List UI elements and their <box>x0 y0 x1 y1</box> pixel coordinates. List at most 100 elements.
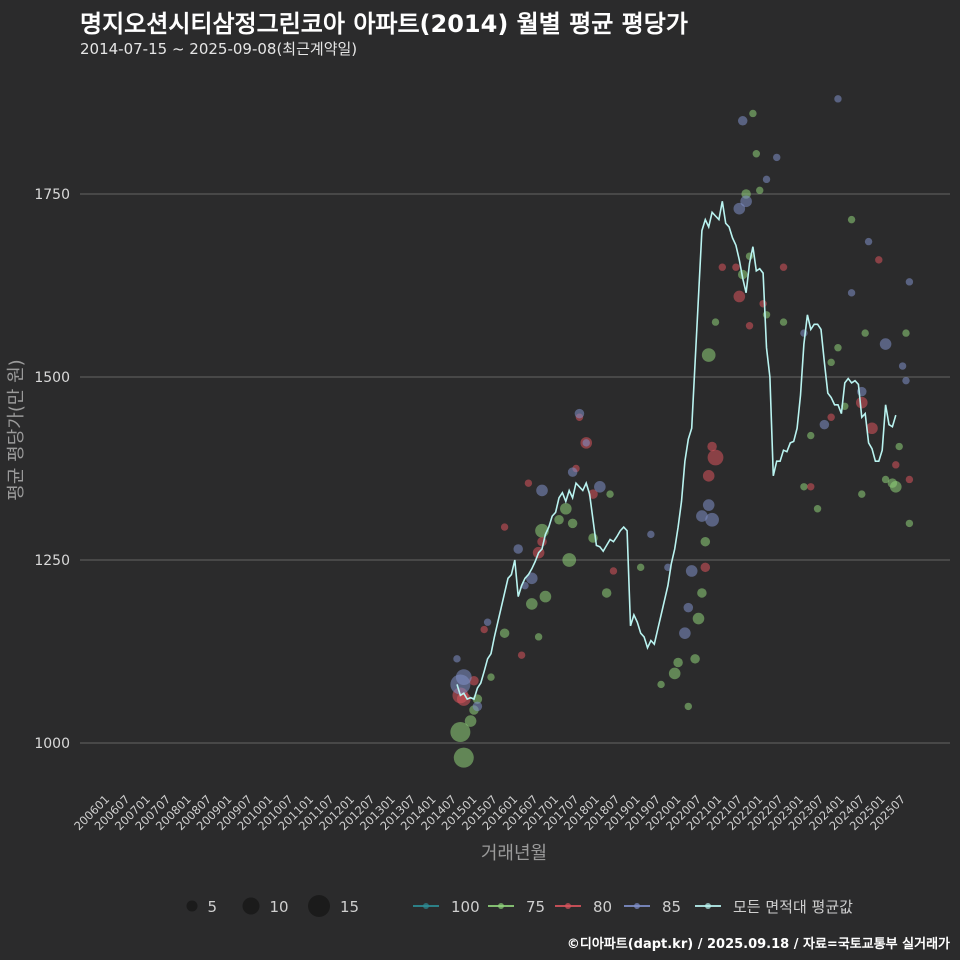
point-85 <box>737 116 748 126</box>
point-80 <box>827 413 835 421</box>
point-75 <box>690 654 700 664</box>
point-80 <box>718 263 727 271</box>
point-80 <box>700 562 711 573</box>
point-85 <box>683 602 694 613</box>
point-75 <box>858 490 866 498</box>
y-gridlines <box>80 193 950 744</box>
point-75 <box>834 344 842 352</box>
point-80 <box>702 470 715 482</box>
point-80 <box>807 483 815 491</box>
point-75 <box>657 680 665 689</box>
point-80 <box>537 536 547 547</box>
scatter-points <box>450 95 914 768</box>
point-85 <box>685 565 698 577</box>
series-legend-label: 100 <box>451 898 480 916</box>
point-80 <box>707 449 724 466</box>
point-85 <box>705 512 719 527</box>
average-price-line <box>456 201 897 701</box>
size-legend-label: 15 <box>340 898 359 916</box>
point-85 <box>702 499 715 511</box>
point-80 <box>524 479 533 487</box>
point-75 <box>560 502 572 515</box>
x-axis-title: 거래년월 <box>481 843 547 864</box>
point-80 <box>500 523 509 531</box>
point-85 <box>740 195 752 208</box>
size-legend-label: 10 <box>270 898 289 916</box>
y-tick-label: 1250 <box>34 553 70 569</box>
point-75 <box>562 553 577 567</box>
point-80 <box>779 263 788 271</box>
series-legend-marker <box>423 903 429 909</box>
point-80 <box>866 422 878 435</box>
point-85 <box>696 510 708 522</box>
point-75 <box>800 483 808 491</box>
point-85 <box>819 419 830 430</box>
point-75 <box>464 715 477 727</box>
point-75 <box>606 490 614 498</box>
point-85 <box>513 544 523 554</box>
point-85 <box>647 530 655 539</box>
point-75 <box>847 215 856 224</box>
point-85 <box>902 376 910 385</box>
point-75 <box>749 109 757 118</box>
y-tick-label: 1500 <box>34 370 70 386</box>
point-80 <box>875 256 883 264</box>
point-75 <box>752 150 761 158</box>
point-85 <box>483 618 492 626</box>
size-legend-marker <box>186 900 198 912</box>
point-75 <box>827 358 835 367</box>
series-legend-label: 80 <box>593 898 612 916</box>
point-75 <box>711 318 720 326</box>
point-85 <box>455 669 472 686</box>
point-75 <box>668 667 681 680</box>
point-85 <box>567 467 578 477</box>
point-85 <box>847 289 856 297</box>
size-legend-label: 5 <box>208 898 218 916</box>
size-legend-marker <box>308 895 330 917</box>
y-axis-title: 평균 평당가(만 원) <box>6 359 27 500</box>
point-85 <box>905 278 914 286</box>
point-75 <box>861 329 869 337</box>
point-75 <box>813 505 822 513</box>
point-80 <box>733 290 746 303</box>
point-85 <box>762 175 771 184</box>
point-75 <box>756 186 764 195</box>
point-75 <box>881 475 890 484</box>
point-75 <box>697 588 707 598</box>
point-80 <box>480 625 488 634</box>
point-75 <box>526 598 538 610</box>
series-legend-marker <box>634 903 640 909</box>
y-tick-labels: 1000 1250 1500 1750 <box>34 187 70 752</box>
point-75 <box>487 673 495 681</box>
series-legend-label: 85 <box>662 898 681 916</box>
point-75 <box>453 747 474 768</box>
y-tick-label: 1750 <box>34 187 70 203</box>
y-tick-label: 1000 <box>34 736 70 752</box>
point-80 <box>609 567 618 575</box>
point-80 <box>855 396 868 409</box>
point-85 <box>773 153 781 162</box>
point-75 <box>905 519 914 528</box>
point-75 <box>889 481 902 493</box>
footer-credit: ©디아파트(dapt.kr) / 2025.09.18 / 자료=국토교통부 실… <box>566 937 950 952</box>
point-75 <box>895 442 903 451</box>
point-75 <box>636 563 645 572</box>
point-80 <box>517 651 526 659</box>
point-75 <box>902 329 910 337</box>
x-tick-labels: 2006012006072007012007072008012008072009… <box>71 792 908 833</box>
point-75 <box>762 311 771 319</box>
series-legend-marker <box>705 903 711 909</box>
point-75 <box>692 612 705 625</box>
series-legend-marker <box>498 903 504 909</box>
point-85 <box>472 701 483 712</box>
point-85 <box>733 202 746 215</box>
point-85 <box>574 408 585 419</box>
point-85 <box>582 439 590 447</box>
point-85 <box>834 95 842 103</box>
point-85 <box>594 481 606 493</box>
size-legend-marker <box>242 897 260 915</box>
point-80 <box>905 475 914 484</box>
point-75 <box>554 514 564 525</box>
point-80 <box>892 461 900 469</box>
